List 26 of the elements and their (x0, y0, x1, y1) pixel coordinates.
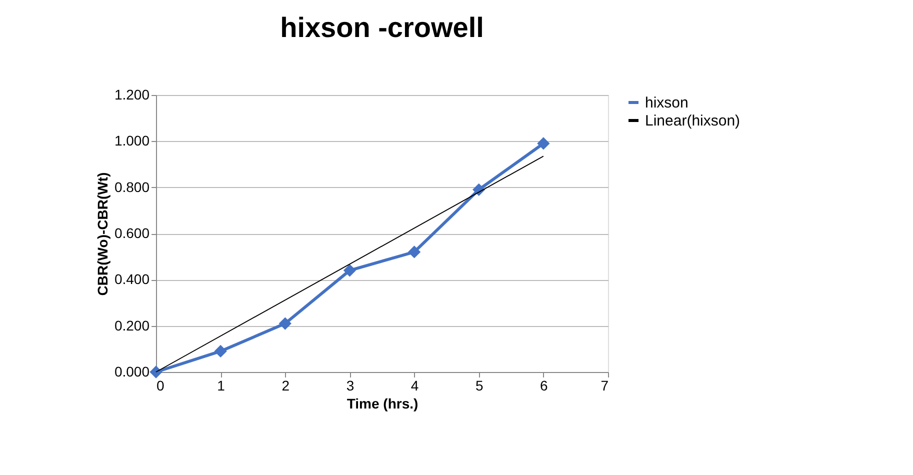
x-tick-label: 3 (346, 378, 354, 394)
point (537, 137, 550, 150)
y-axis-title: CBR(Wo)-CBR(Wt) (94, 172, 110, 296)
y-tick-label: 0.600 (114, 225, 150, 241)
y-tick-label: 0.200 (114, 317, 150, 334)
chart-title: hixson -crowell (280, 12, 484, 43)
x-tick-label: 5 (475, 378, 484, 394)
legend-label: hixson (645, 94, 688, 112)
point (150, 366, 162, 378)
x-axis-title: Time (hrs.) (346, 396, 418, 412)
x-tick-label: 7 (600, 378, 609, 394)
point (343, 264, 356, 277)
point (278, 317, 292, 330)
y-tick-label: 0.800 (114, 178, 150, 195)
y-tick-label: 0.400 (114, 271, 150, 288)
y-tick-label: 1.000 (114, 132, 150, 149)
legend-label: Linear(hixson) (645, 112, 740, 130)
y-tick-label: 0.000 (114, 364, 150, 380)
x-tick-label: 0 (156, 378, 164, 394)
x-tick-label: 1 (217, 378, 226, 394)
y-tick-label: 1.200 (114, 86, 150, 102)
x-tick-label: 6 (540, 378, 548, 394)
x-tick-label: 2 (282, 378, 290, 394)
x-tick-label: 4 (410, 378, 419, 394)
point (408, 246, 421, 258)
point (214, 344, 227, 358)
